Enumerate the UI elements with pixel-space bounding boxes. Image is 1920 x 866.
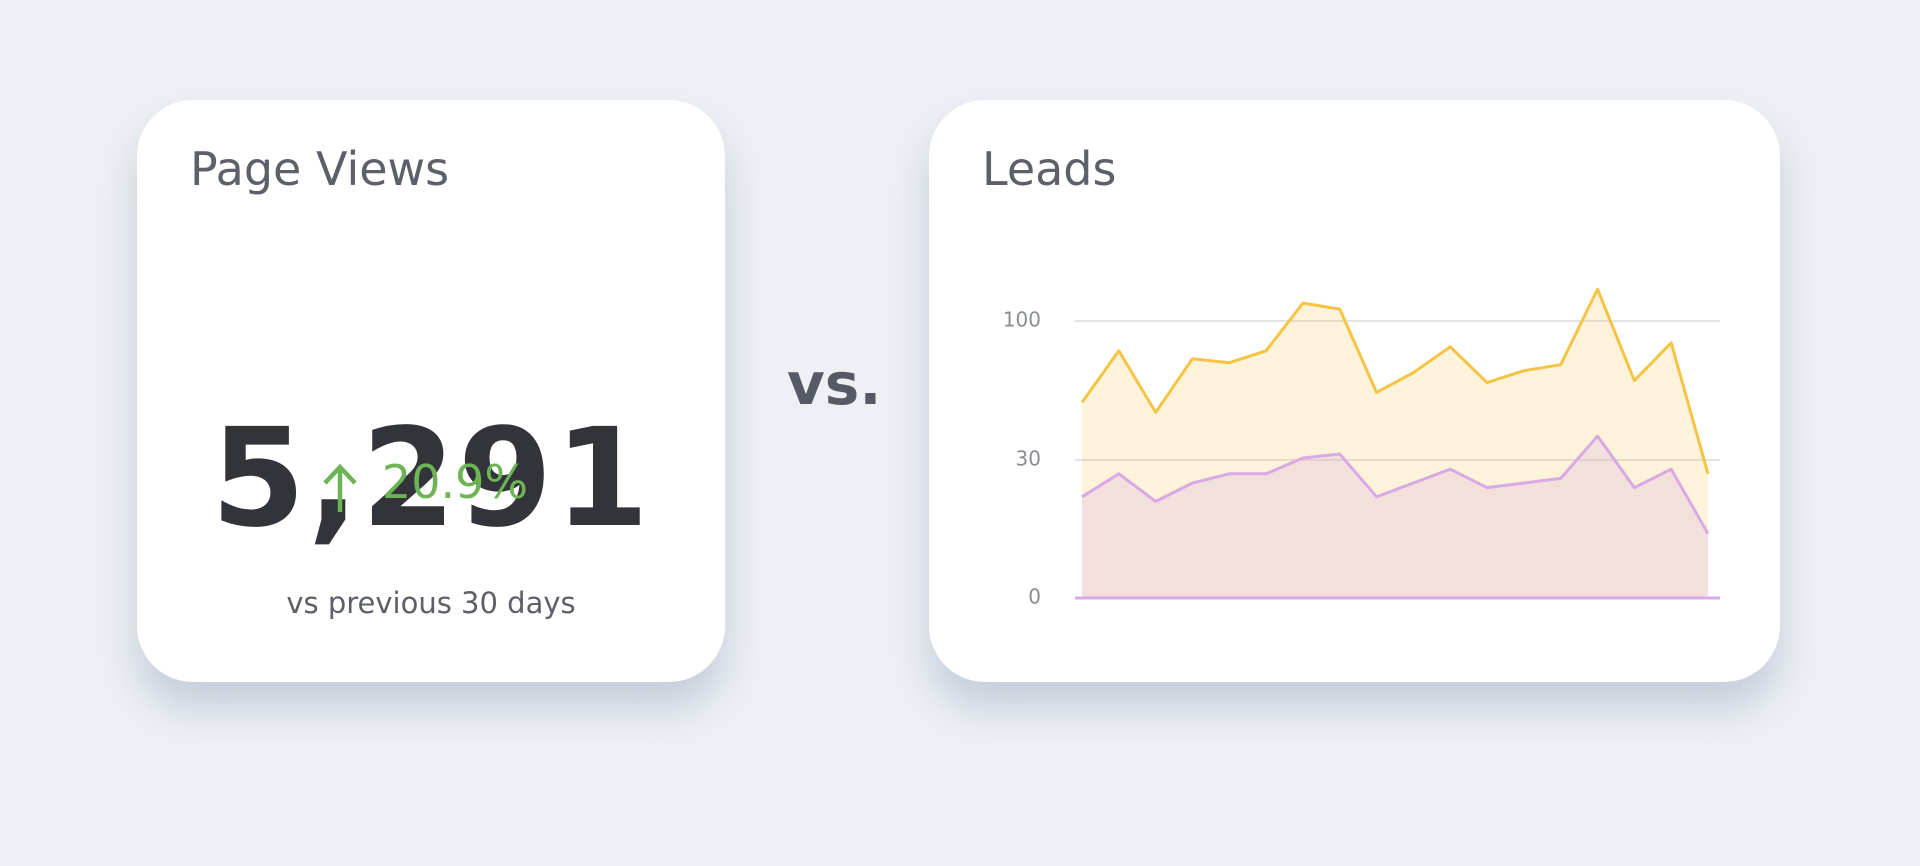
y-tick-label: 30	[1016, 447, 1041, 471]
separator: vs.	[787, 350, 882, 418]
area	[1082, 436, 1708, 598]
y-tick-label: 100	[1003, 308, 1041, 332]
line	[1081, 434, 1710, 535]
kpi-title: Page Views	[190, 142, 450, 196]
kpi-card: Page Views 5,291 20.9% vs previous 30 da…	[137, 100, 725, 682]
up-arrow	[323, 463, 357, 512]
y-tick-label: 0	[1028, 585, 1041, 609]
kpi-value: 5,291	[210, 400, 652, 558]
chart-title: Leads	[982, 142, 1117, 196]
line	[1080, 287, 1710, 475]
kpi-change: 20.9%	[381, 455, 529, 509]
leads-card: Leads	[929, 100, 1780, 682]
kpi-comparison: vs previous 30 days	[286, 586, 576, 620]
